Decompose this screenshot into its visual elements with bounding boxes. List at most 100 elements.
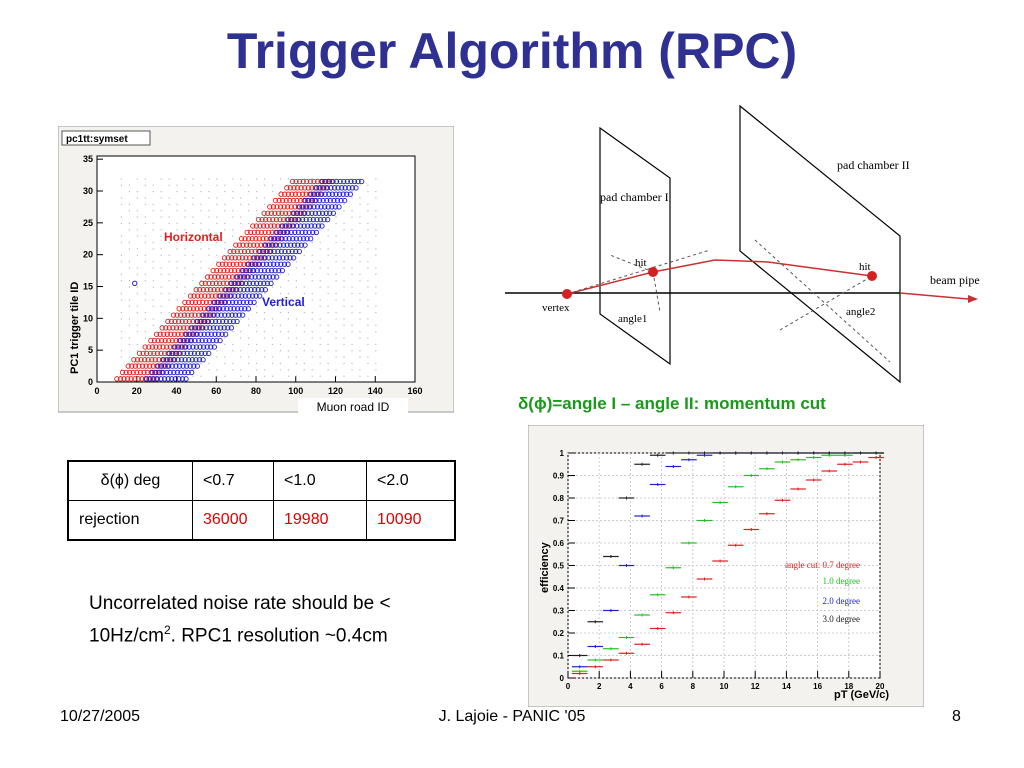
horizontal-point: [190, 306, 197, 312]
noise-dot: [375, 362, 377, 365]
noise-dot: [327, 273, 329, 275]
chart-ytick-label: 0: [560, 674, 565, 683]
noise-dot: [184, 273, 186, 275]
noise-dot: [295, 299, 297, 301]
noise-dot: [176, 362, 178, 365]
noise-dot: [240, 299, 242, 301]
noise-dot: [144, 254, 146, 256]
noise-dot: [144, 350, 146, 352]
noise-dot: [240, 369, 242, 371]
noise-dot: [120, 178, 123, 180]
vertical-point: [224, 306, 230, 312]
horizontal-point: [136, 350, 143, 357]
noise-dot: [319, 248, 321, 250]
noise-dot: [232, 216, 234, 218]
horizontal-point: [117, 376, 124, 382]
noise-dot: [359, 299, 361, 301]
noise-dot: [279, 210, 282, 212]
chart-xlabel: pT (GeV/c): [834, 689, 889, 701]
noise-dot: [232, 178, 234, 180]
horizontal-point: [209, 280, 216, 286]
vertical-point: [323, 210, 329, 216]
noise-dot: [271, 248, 274, 250]
vertical-point: [250, 280, 256, 286]
vertical-point: [232, 312, 239, 318]
noise-dot: [184, 305, 186, 307]
noise-dot: [367, 210, 369, 212]
noise-dot: [208, 324, 210, 326]
plot1-xtick-label: 20: [132, 386, 142, 396]
vertical-point: [186, 344, 192, 350]
vertical-point: [156, 369, 163, 376]
vertical-point: [327, 210, 333, 216]
noise-dot: [160, 286, 162, 288]
noise-dot: [287, 203, 289, 205]
horizontal-point: [291, 185, 297, 191]
noise-dot: [359, 375, 361, 377]
vertical-point: [332, 204, 339, 210]
noise-dot: [248, 362, 250, 365]
vertical-point: [355, 178, 361, 185]
vertical-point: [236, 312, 242, 318]
noise-dot: [144, 292, 146, 295]
vertical-point: [259, 274, 266, 280]
noise-dot: [256, 216, 258, 218]
noise-dot: [168, 299, 170, 301]
vertical-point: [240, 312, 246, 318]
noise-dot: [279, 267, 282, 269]
vertical-point: [202, 318, 208, 325]
noise-dot: [327, 254, 329, 256]
vertical-point: [317, 217, 324, 223]
vertical-point: [241, 287, 247, 293]
vertical-point: [314, 217, 320, 223]
horizontal-point: [230, 261, 236, 267]
noise-dot: [248, 184, 250, 186]
vertex-label: vertex: [542, 302, 570, 314]
horizontal-point: [155, 337, 161, 344]
noise-dot: [311, 356, 313, 358]
noise-dot: [224, 229, 226, 231]
noise-dot: [327, 286, 329, 288]
horizontal-point: [123, 369, 129, 376]
noise-dot: [263, 222, 266, 225]
noise-dot: [200, 222, 202, 225]
noise-dot: [160, 324, 162, 326]
table-row-label: rejection: [67, 500, 193, 541]
noise-dot: [152, 261, 154, 263]
noise-dot: [144, 331, 146, 333]
table-value-cell: 10090: [366, 500, 456, 541]
noise-dot: [192, 337, 194, 339]
vertical-point: [185, 369, 191, 376]
vertical-point: [251, 287, 258, 293]
noise-dot: [192, 369, 194, 371]
noise-unit-exponent: 2: [163, 623, 171, 637]
noise-dot: [192, 235, 194, 237]
noise-dot: [200, 241, 202, 244]
horizontal-point: [145, 357, 151, 363]
noise-dot: [152, 324, 154, 326]
noise-dot: [120, 350, 123, 352]
noise-dot: [279, 324, 282, 326]
vertical-point: [271, 248, 277, 255]
noise-dot: [271, 184, 274, 186]
vertical-point: [247, 267, 253, 274]
noise-dot: [224, 318, 226, 320]
noise-dot: [120, 261, 123, 263]
noise-dot: [152, 375, 154, 377]
noise-dot: [200, 191, 202, 193]
pad-chamber-1-plane: [599, 126, 671, 366]
vertical-point: [158, 376, 164, 382]
horizontal-point: [208, 274, 214, 280]
horizontal-point: [225, 255, 231, 261]
noise-dot: [128, 241, 130, 244]
noise-dot: [263, 356, 266, 358]
noise-dot: [256, 350, 258, 352]
horizontal-point: [136, 363, 142, 369]
noise-dot: [176, 337, 178, 339]
horizontal-point: [255, 217, 262, 223]
vertical-point: [340, 191, 346, 197]
vertical-point: [176, 363, 183, 369]
noise-dot: [120, 356, 123, 358]
vertical-point: [168, 357, 174, 363]
noise-dot: [343, 191, 345, 193]
